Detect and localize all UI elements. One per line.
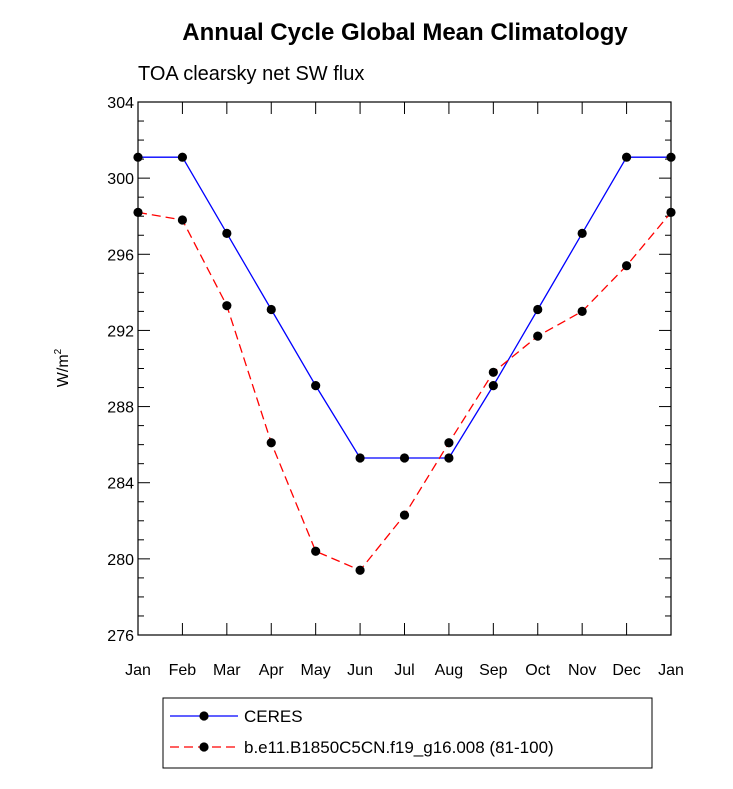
data-point [666, 207, 676, 218]
data-point [577, 228, 587, 238]
y-tick-label: 300 [107, 171, 134, 188]
data-point [444, 453, 454, 463]
data-point [488, 367, 498, 377]
series-2 [133, 207, 676, 575]
axis-ticks [137, 101, 672, 636]
data-point [311, 381, 321, 391]
legend-box [162, 697, 653, 769]
x-tick-label: May [301, 662, 331, 679]
chart-title: Annual Cycle Global Mean Climatology [182, 19, 628, 46]
legend-marker [199, 711, 209, 721]
data-point [355, 565, 365, 575]
x-tick-label: Dec [612, 662, 640, 679]
data-point [577, 306, 587, 316]
x-tick-label: Jun [347, 662, 373, 679]
y-tick-label: 292 [107, 323, 134, 340]
y-tick-labels: 276 280 284 288 292 296 300 304 [107, 95, 134, 645]
data-point [488, 381, 498, 391]
y-axis-label: W/m2 [53, 348, 72, 387]
y-tick-label: 280 [107, 552, 134, 569]
x-tick-label: Sep [479, 662, 508, 679]
y-tick-label: 304 [107, 95, 134, 112]
x-tick-labels: Jan Feb Mar Apr May Jun Jul Aug Sep Oct Nov Dec Jan [125, 662, 684, 679]
data-point [621, 152, 632, 162]
data-point [222, 301, 232, 311]
data-point [666, 152, 676, 162]
x-tick-label: Feb [169, 662, 197, 679]
legend-label: CERES [244, 707, 303, 726]
legend-label: b.e11.B1850C5CN.f19_g16.008 (81-100) [244, 738, 554, 757]
y-axis-label-superscript: 2 [53, 348, 64, 354]
series-layer [133, 152, 676, 575]
data-point [533, 331, 543, 341]
x-tick-label: Aug [435, 662, 463, 679]
data-point [399, 510, 410, 520]
x-tick-label: Oct [525, 662, 550, 679]
x-tick-label: Jan [658, 662, 684, 679]
series-1 [133, 152, 676, 463]
y-tick-label: 288 [107, 400, 134, 417]
y-tick-label: 296 [107, 247, 134, 264]
data-point [311, 546, 321, 556]
data-point [266, 438, 276, 448]
legend: CERES b.e11.B1850C5CN.f19_g16.008 (81-100… [170, 707, 554, 757]
data-point [355, 453, 365, 463]
data-point [621, 261, 632, 271]
data-point [444, 438, 454, 448]
y-tick-label: 284 [107, 476, 134, 493]
data-point [533, 304, 543, 315]
x-tick-label: Jan [125, 662, 151, 679]
data-point [177, 215, 188, 225]
data-point [399, 453, 410, 463]
data-point [177, 152, 188, 162]
data-point [222, 228, 232, 238]
x-tick-label: Apr [259, 662, 285, 679]
plot-frame [137, 101, 672, 636]
y-tick-label: 276 [107, 628, 134, 645]
data-point [266, 304, 276, 315]
data-point [133, 152, 143, 162]
x-tick-label: Jul [394, 662, 414, 679]
legend-marker [199, 742, 209, 752]
x-tick-label: Mar [213, 662, 241, 679]
data-point [133, 207, 143, 218]
series-line [138, 156, 671, 459]
x-tick-label: Nov [568, 662, 596, 679]
chart-subtitle: TOA clearsky net SW flux [138, 63, 364, 85]
